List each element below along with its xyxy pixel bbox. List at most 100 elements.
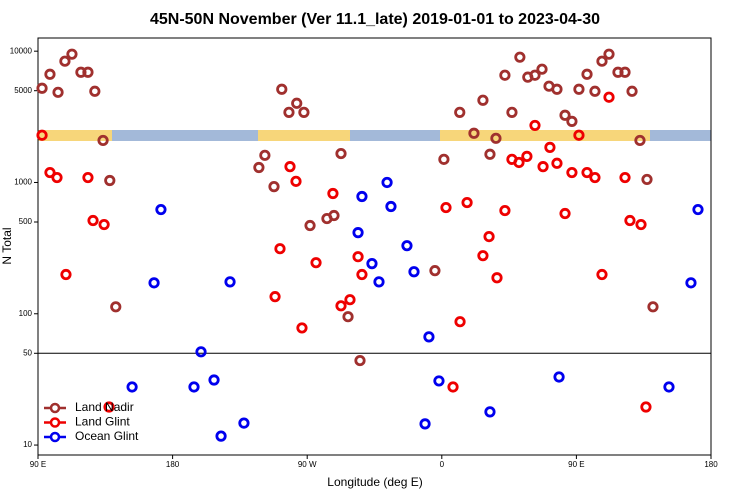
- x-tick-label: 90 E: [568, 460, 584, 469]
- point: [36, 82, 48, 94]
- point: [291, 97, 303, 109]
- point: [468, 127, 480, 139]
- point: [381, 176, 393, 189]
- point: [663, 381, 675, 393]
- point: [624, 214, 636, 227]
- point: [634, 134, 646, 147]
- point: [208, 374, 220, 386]
- point: [536, 63, 548, 75]
- point: [559, 109, 571, 121]
- point: [429, 265, 441, 277]
- point: [477, 94, 489, 106]
- point: [573, 129, 585, 141]
- point: [97, 134, 109, 147]
- point: [401, 240, 413, 252]
- point: [284, 161, 296, 173]
- point: [269, 291, 281, 303]
- point: [499, 69, 511, 81]
- y-tick-label: 50: [23, 348, 32, 357]
- ocean-band: [650, 130, 711, 141]
- point: [537, 161, 549, 173]
- point: [155, 203, 167, 216]
- point: [596, 268, 608, 281]
- y-tick-label: 10: [23, 440, 32, 449]
- point: [477, 250, 489, 262]
- point: [66, 48, 78, 60]
- point: [283, 106, 295, 118]
- point: [195, 346, 207, 358]
- point: [553, 371, 565, 383]
- point: [447, 381, 459, 393]
- x-tick-label: 180: [166, 460, 180, 469]
- land-band: [38, 130, 112, 141]
- point: [603, 48, 615, 60]
- x-tick-label: 90 E: [30, 460, 46, 469]
- point: [59, 55, 71, 67]
- point: [296, 322, 308, 334]
- point: [408, 266, 420, 278]
- point: [373, 276, 385, 288]
- point: [544, 141, 556, 153]
- point: [98, 218, 110, 231]
- point: [419, 418, 431, 430]
- point: [440, 201, 452, 214]
- point: [276, 83, 288, 95]
- point: [385, 200, 397, 213]
- point: [461, 196, 473, 209]
- point: [342, 311, 354, 323]
- x-tick-label: 90 W: [298, 460, 317, 469]
- point: [581, 166, 593, 179]
- point: [499, 204, 511, 217]
- point: [224, 276, 236, 288]
- point: [44, 68, 56, 80]
- point: [433, 375, 445, 387]
- point: [454, 106, 466, 118]
- point: [454, 316, 466, 328]
- point: [685, 277, 697, 289]
- point: [356, 268, 368, 281]
- point: [366, 258, 378, 270]
- legend-marker: [49, 431, 61, 443]
- point: [589, 85, 601, 97]
- point: [344, 294, 356, 306]
- point: [490, 132, 502, 144]
- y-axis-label: N Total: [0, 227, 14, 264]
- legend-label: Ocean Glint: [75, 429, 139, 443]
- x-axis-label: Longitude (deg E): [327, 475, 422, 489]
- point: [36, 129, 48, 141]
- land-band: [258, 130, 350, 141]
- point: [298, 106, 310, 118]
- point: [87, 214, 99, 227]
- ocean-band: [112, 130, 258, 141]
- point: [566, 115, 578, 127]
- point: [148, 277, 160, 289]
- chart-title: 45N-50N November (Ver 11.1_late) 2019-01…: [150, 11, 600, 28]
- point: [274, 243, 286, 255]
- x-tick-label: 0: [440, 460, 445, 469]
- point: [647, 301, 659, 313]
- point: [626, 85, 638, 97]
- point: [513, 156, 525, 169]
- y-tick-label: 10000: [10, 46, 33, 55]
- point: [423, 331, 435, 343]
- point: [529, 119, 541, 132]
- point: [640, 401, 652, 413]
- point: [635, 218, 647, 231]
- point: [126, 381, 138, 393]
- point: [82, 66, 94, 78]
- point: [551, 157, 563, 169]
- point: [335, 300, 347, 312]
- legend-marker: [49, 402, 61, 414]
- plot-frame: [37, 37, 712, 456]
- point: [354, 354, 366, 367]
- point: [581, 68, 593, 80]
- point: [566, 166, 578, 179]
- x-tick-label: 180: [704, 460, 718, 469]
- surface-band: [38, 130, 711, 141]
- point: [268, 181, 280, 193]
- point: [484, 148, 496, 160]
- point: [603, 91, 615, 103]
- point: [619, 171, 631, 184]
- point: [514, 51, 526, 63]
- y-tick-label: 5000: [14, 86, 32, 95]
